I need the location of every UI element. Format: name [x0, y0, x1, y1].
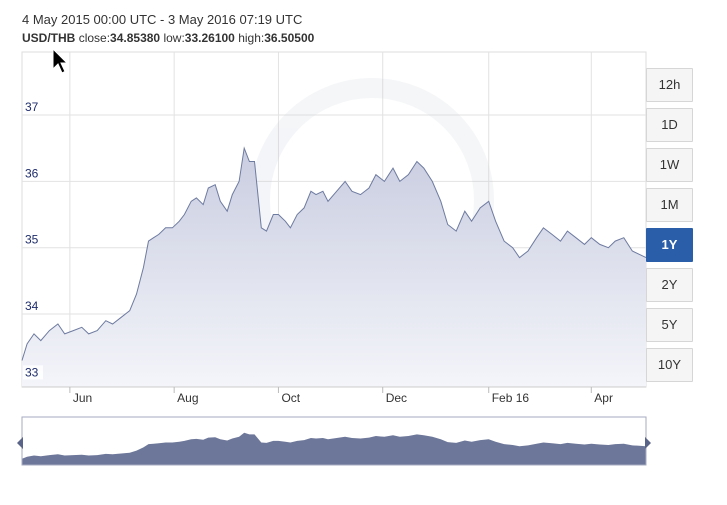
- timeframe-button-2y[interactable]: 2Y: [646, 268, 693, 302]
- y-axis-labels: 33 34 35 36 37: [23, 100, 43, 380]
- y-tick-label-bg: [23, 365, 43, 380]
- timeframe-button-1w[interactable]: 1W: [646, 148, 693, 182]
- y-tick-label: 35: [25, 233, 39, 247]
- timeframe-button-1d[interactable]: 1D: [646, 108, 693, 142]
- y-tick-label-bg: [23, 299, 43, 314]
- pair-stats: USD/THB close:34.85380 low:33.26100 high…: [22, 31, 314, 45]
- y-tick-label: 37: [25, 100, 39, 114]
- navigator[interactable]: [17, 416, 651, 466]
- timeframe-button-10y[interactable]: 10Y: [646, 348, 693, 382]
- y-tick-label-bg: [23, 100, 43, 115]
- timeframe-button-1m[interactable]: 1M: [646, 188, 693, 222]
- high-value: 36.50500: [264, 31, 315, 45]
- navigator-left-handle-icon[interactable]: [17, 437, 23, 449]
- navigator-right-handle-icon[interactable]: [645, 437, 651, 449]
- high-label: high:: [238, 31, 265, 45]
- low-value: 33.26100: [184, 31, 235, 45]
- price-area: [22, 148, 646, 387]
- date-range: 4 May 2015 00:00 UTC - 3 May 2016 07:19 …: [22, 12, 303, 27]
- y-tick-label: 36: [25, 166, 39, 180]
- x-tick-label: Apr: [594, 391, 613, 405]
- navigator-area: [22, 432, 646, 465]
- timeframe-button-5y[interactable]: 5Y: [646, 308, 693, 342]
- x-tick-label: Feb 16: [492, 391, 530, 405]
- x-tick-label: Oct: [281, 391, 300, 405]
- y-tick-label-bg: [23, 166, 43, 181]
- close-label: close:: [78, 31, 111, 45]
- x-tick-label: Aug: [177, 391, 198, 405]
- close-value: 34.85380: [110, 31, 161, 45]
- timeframe-button-12h[interactable]: 12h: [646, 68, 693, 102]
- x-tick-label: Jun: [73, 391, 92, 405]
- y-tick-label: 34: [25, 299, 39, 313]
- x-tick-label: Dec: [386, 391, 407, 405]
- x-axis-ticks: [69, 387, 592, 393]
- timeframe-button-1y[interactable]: 1Y: [646, 228, 693, 262]
- y-tick-label-bg: [23, 232, 43, 247]
- currency-pair: USD/THB: [22, 31, 76, 45]
- mouse-pointer-icon: [52, 48, 68, 74]
- low-label: low:: [163, 31, 185, 45]
- x-axis-labels: Jun Aug Oct Dec Feb 16 Apr: [73, 391, 613, 405]
- y-tick-label: 33: [25, 365, 39, 379]
- price-line: [21, 146, 647, 361]
